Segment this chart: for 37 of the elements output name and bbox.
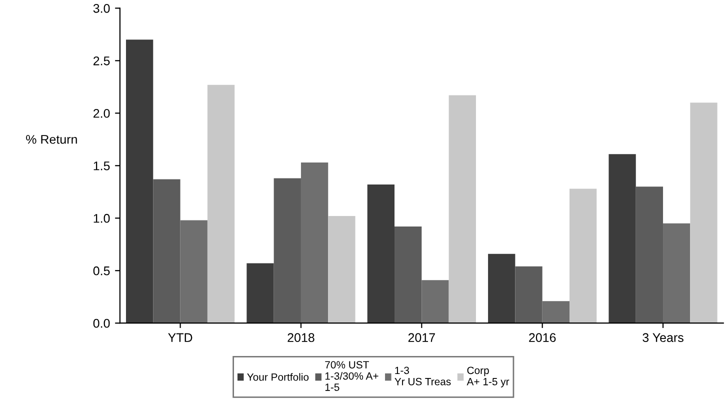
bar <box>153 179 180 324</box>
y-tick-label: 1.5 <box>94 162 110 170</box>
bar <box>663 223 690 324</box>
x-tick-label: 3 Years <box>642 333 684 342</box>
bar <box>300 162 328 324</box>
legend-label: 70% UST 1-3/30% A+ 1-5 <box>325 361 378 391</box>
y-tick-label: 0.5 <box>93 266 110 276</box>
bar <box>328 216 356 324</box>
legend-label: 1-3 Yr US Treas <box>394 366 451 386</box>
bar <box>448 95 476 324</box>
bar <box>367 184 395 324</box>
legend-label: Corp A+ 1-5 yr <box>466 366 510 388</box>
bar <box>608 154 636 324</box>
y-tick-label: 0.0 <box>93 318 110 328</box>
x-tick-label: YTD <box>168 333 192 342</box>
bar <box>394 226 422 324</box>
y-axis-title: % Return <box>26 135 77 144</box>
bar <box>180 220 208 324</box>
bar <box>690 102 718 324</box>
bar <box>569 188 597 324</box>
x-tick-label: 2016 <box>529 333 556 342</box>
bar <box>246 263 274 324</box>
bar <box>422 280 449 324</box>
bar <box>274 178 301 324</box>
y-tick-label: 3.0 <box>93 4 110 13</box>
legend-label: Your Portfolio <box>247 373 309 381</box>
bar <box>636 186 664 324</box>
bar <box>488 254 516 324</box>
bar <box>207 84 235 324</box>
y-tick-label: 2.5 <box>93 56 110 66</box>
bar <box>126 40 154 324</box>
x-tick-label: 2017 <box>408 333 435 342</box>
x-tick-label: 2018 <box>288 333 314 342</box>
y-tick-label: 1.0 <box>94 214 110 223</box>
bar <box>542 301 570 324</box>
bar <box>515 266 542 324</box>
y-tick-label: 2.0 <box>93 108 110 118</box>
